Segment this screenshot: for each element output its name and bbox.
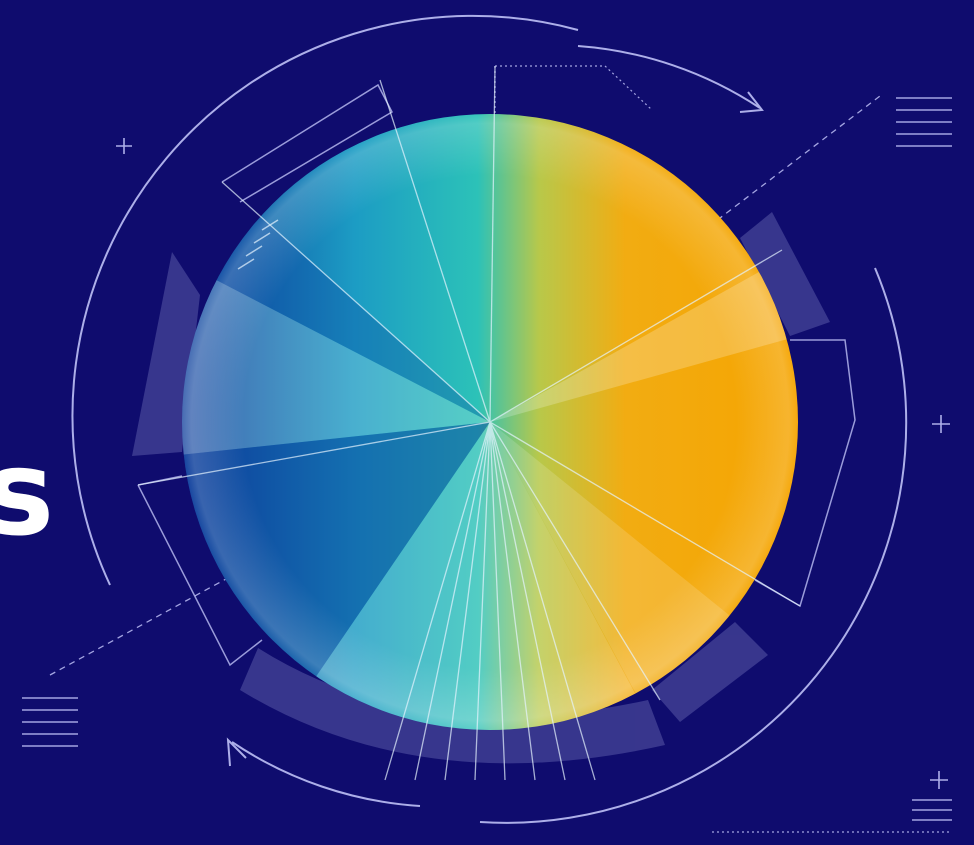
curved-arrow-icon <box>226 737 421 807</box>
outer-ring <box>71 14 908 824</box>
plus-icon <box>930 771 948 789</box>
headline-fragment: s <box>0 424 55 562</box>
hamburger-lines-icon <box>22 697 78 747</box>
plus-icon <box>932 415 950 433</box>
hamburger-lines-icon <box>896 97 952 147</box>
plus-icon <box>116 138 132 154</box>
radial-lines <box>137 65 801 781</box>
tick-marks <box>237 219 279 270</box>
curved-arrow-icon <box>577 45 764 113</box>
hamburger-lines-icon <box>912 799 952 821</box>
